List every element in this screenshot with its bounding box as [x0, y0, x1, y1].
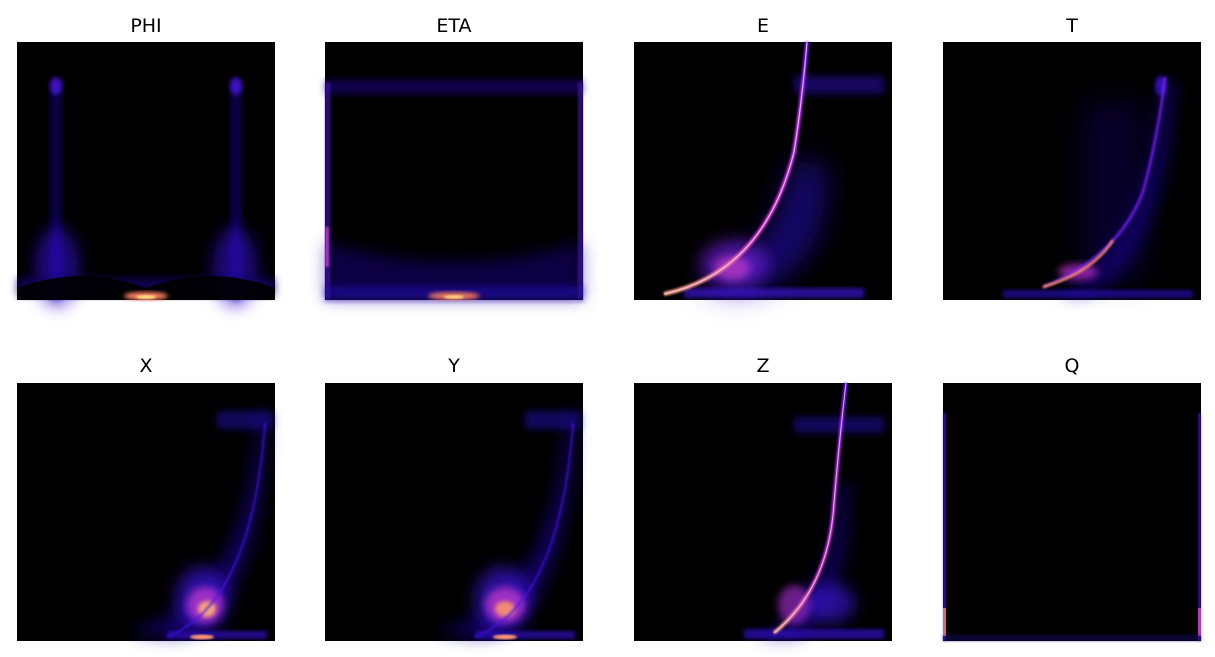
panel-y: Y — [325, 355, 583, 641]
eta-heatmap-intensity — [325, 80, 583, 300]
panel-q: Q — [943, 355, 1201, 641]
panel-phi: PHI — [17, 15, 275, 307]
panel-title-z: Z — [756, 355, 769, 377]
phi-heatmap-intensity — [17, 77, 275, 307]
t-heatmap-intensity — [1003, 76, 1193, 298]
q-heatmap-background — [943, 383, 1201, 641]
panel-title-y: Y — [447, 355, 460, 377]
panel-title-phi: PHI — [130, 15, 161, 37]
panel-eta: ETA — [325, 15, 583, 300]
panel-title-e: E — [757, 15, 769, 37]
panel-e: E — [634, 15, 892, 300]
panel-title-q: Q — [1065, 355, 1080, 377]
panel-title-t: T — [1065, 15, 1078, 37]
x-heatmap-intensity — [127, 411, 272, 640]
y-heatmap-intensity — [435, 411, 580, 640]
panel-z: Z — [634, 355, 892, 641]
panel-t: T — [943, 15, 1201, 300]
e-heatmap-intensity — [663, 41, 884, 298]
panel-x: X — [17, 355, 275, 641]
panel-title-x: X — [139, 355, 152, 377]
q-heatmap-intensity — [943, 413, 1201, 641]
z-heatmap-intensity — [744, 382, 884, 639]
panel-title-eta: ETA — [436, 15, 471, 37]
